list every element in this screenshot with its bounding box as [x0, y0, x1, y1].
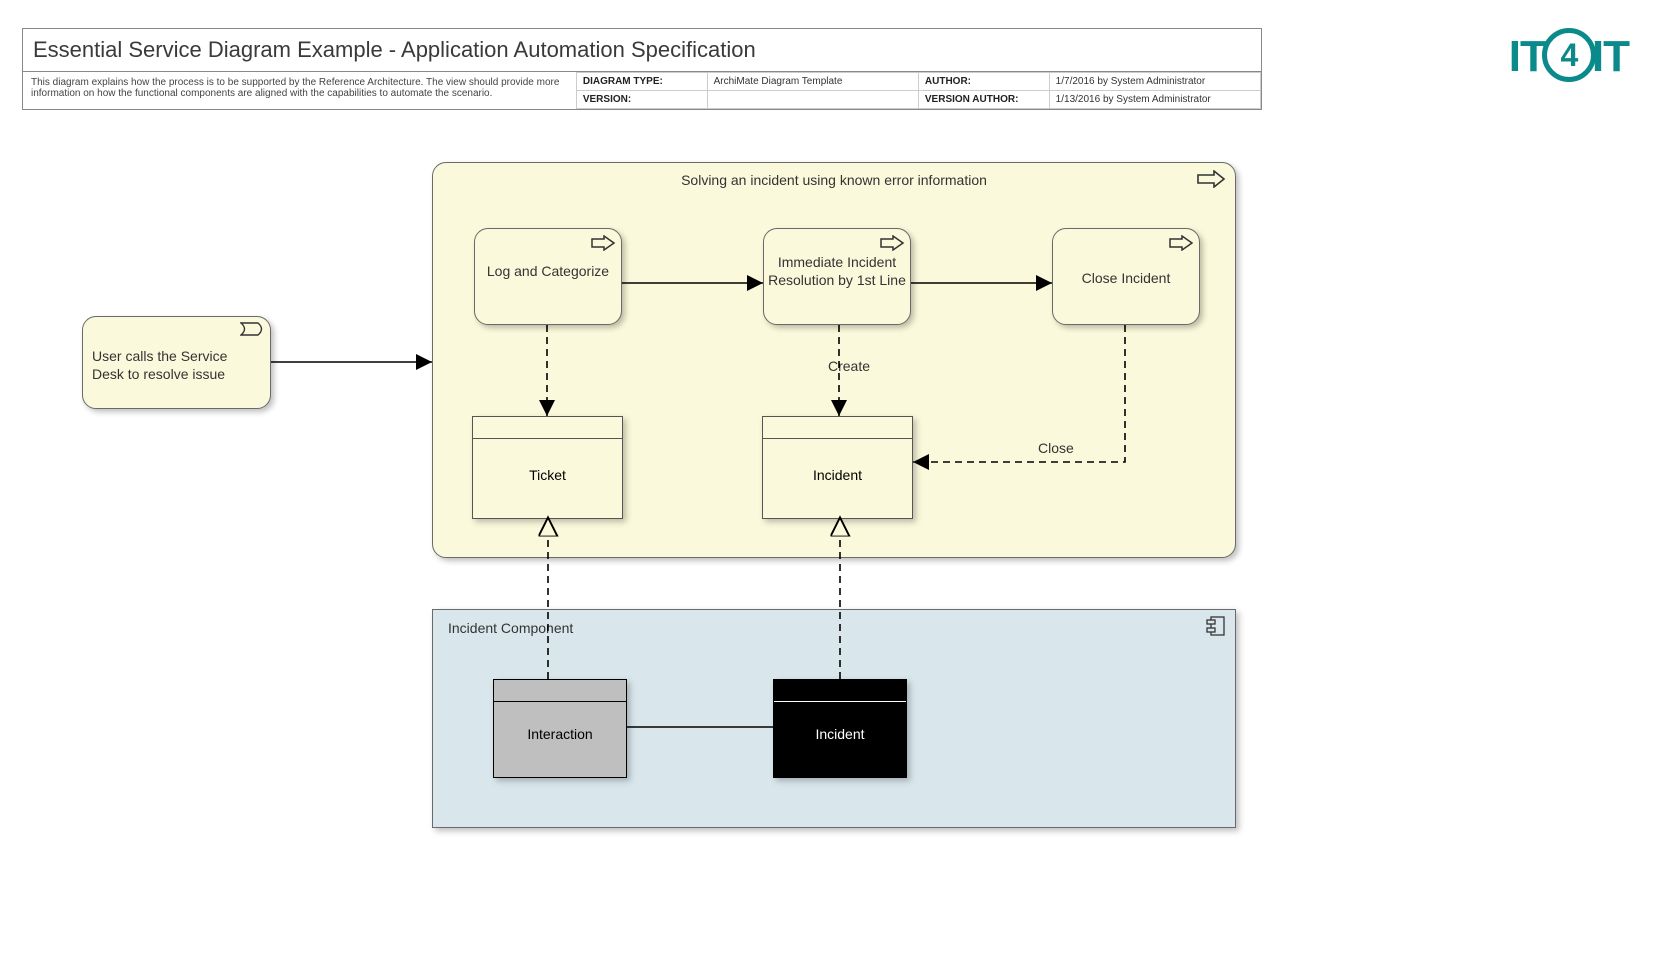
- edge-label-create: Create: [828, 358, 870, 374]
- incident-label: Incident: [763, 439, 912, 483]
- incident-component-label: Incident: [774, 702, 906, 742]
- incident-component: Incident: [773, 679, 907, 778]
- resolve-label: Immediate Incident Resolution by 1st Lin…: [763, 254, 911, 289]
- process-container-title: Solving an incident using known error in…: [432, 172, 1236, 188]
- interaction-component-label: Interaction: [494, 702, 626, 742]
- edge-label-close: Close: [1038, 440, 1074, 456]
- trigger-event-label: User calls the Service Desk to resolve i…: [92, 348, 261, 383]
- component-icon: [1206, 616, 1226, 636]
- component-container-title: Incident Component: [448, 620, 748, 636]
- ticket-data-object: Ticket: [472, 416, 623, 519]
- arrow-icon: [590, 235, 616, 251]
- arrow-icon: [1168, 235, 1194, 251]
- close-incident-label: Close Incident: [1052, 270, 1200, 288]
- ticket-label: Ticket: [473, 439, 622, 483]
- incident-data-object: Incident: [762, 416, 913, 519]
- event-icon: [240, 322, 266, 336]
- diagram-canvas: Solving an incident using known error in…: [0, 0, 1669, 961]
- arrow-icon: [1196, 170, 1226, 188]
- interaction-component: Interaction: [493, 679, 627, 778]
- arrow-icon: [879, 235, 905, 251]
- log-categorize-label: Log and Categorize: [474, 263, 622, 281]
